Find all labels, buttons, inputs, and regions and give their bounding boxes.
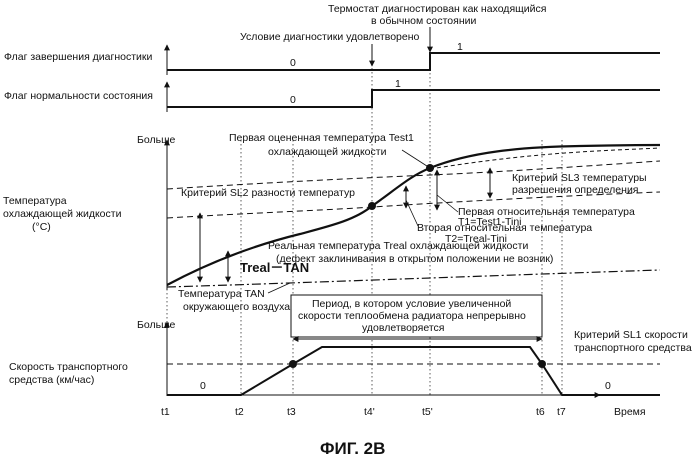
test1-label-1: Первая оцененная температура Test1: [229, 132, 414, 144]
sl3-label-2: разрешения определения: [512, 184, 639, 196]
sl3-label-1: Критерий SL3 температуры: [512, 172, 647, 184]
tick-t5: t5': [422, 406, 433, 418]
tick-t1: t1: [161, 406, 170, 418]
coolant-ylabel-2: охлаждающей жидкости: [3, 208, 122, 220]
tick-t2: t2: [235, 406, 244, 418]
t1-leader: [437, 195, 458, 212]
period-text-2: скорости теплообмена радиатора непрерывн…: [298, 310, 526, 322]
test1-label-2: охлаждающей жидкости: [268, 146, 387, 158]
coolant-more-label: Больше: [137, 134, 176, 146]
period-text-3: удовлетворяется: [362, 322, 444, 334]
speed-panel: Больше Скорость транспортного средства (…: [9, 295, 692, 396]
speed-zero-left: 0: [200, 380, 206, 392]
sl1-label-2: транспортного средства: [574, 342, 692, 354]
time-axis: Время t1 t2 t3 t4' t5' t6 t7: [161, 395, 646, 418]
completion-flag-signal: [167, 53, 660, 70]
sl2-label: Критерий SL2 разности температур: [181, 187, 355, 199]
completion-flag-label: Флаг завершения диагностики: [4, 51, 152, 63]
normality-flag-before: 0: [290, 94, 296, 106]
completion-flag-after: 1: [457, 41, 463, 53]
treal-label-2: (дефект заклинивания в открытом положени…: [276, 253, 553, 265]
test1-leader: [402, 150, 430, 168]
completion-flag-panel: Флаг завершения диагностики 0 1: [4, 41, 660, 75]
period-text-1: Период, в котором условие увеличенной: [312, 298, 511, 310]
normality-flag-panel: Флаг нормальности состояния 0 1: [4, 78, 660, 112]
tick-t4: t4': [364, 406, 375, 418]
normality-flag-after: 1: [395, 78, 401, 90]
tan-label-1: Температура TAN: [178, 288, 265, 300]
tan-leader: [268, 283, 290, 293]
speed-ylabel-2: средства (км/час): [9, 374, 94, 386]
point-t4-marker: [368, 202, 376, 210]
figure: Термостат диагностирован как находящийся…: [0, 0, 699, 463]
coolant-ylabel-1: Температура: [3, 195, 67, 207]
thermostat-normal-line2: в обычном состоянии: [371, 15, 476, 27]
time-axis-label: Время: [614, 406, 646, 418]
speed-ylabel-1: Скорость транспортного: [9, 361, 128, 373]
tan-label-2: окружающего воздуха: [183, 301, 290, 313]
figure-caption: ФИГ. 2B: [320, 439, 385, 458]
speed-more-label: Больше: [137, 319, 176, 331]
tick-t3: t3: [287, 406, 296, 418]
coolant-panel: Больше Температура охлаждающей жидкости …: [3, 132, 660, 313]
diag-condition-label: Условие диагностики удовлетворено: [240, 31, 420, 43]
completion-flag-before: 0: [290, 57, 296, 69]
sl1-label-1: Критерий SL1 скорости: [574, 329, 688, 341]
thermostat-normal-line1: Термостат диагностирован как находящийся: [328, 3, 546, 15]
normality-flag-label: Флаг нормальности состояния: [4, 90, 153, 102]
treal-label-1: Реальная температура Treal охлаждающей ж…: [268, 240, 528, 252]
speed-t3-marker: [289, 360, 297, 368]
speed-signal: [167, 347, 660, 395]
coolant-ylabel-3: (°C): [32, 221, 51, 233]
speed-zero-right: 0: [605, 380, 611, 392]
tick-t6: t6: [536, 406, 545, 418]
speed-t6-marker: [538, 360, 546, 368]
test1-estimated-curve: [430, 148, 660, 169]
normality-flag-signal: [167, 90, 660, 107]
tick-t7: t7: [557, 406, 566, 418]
